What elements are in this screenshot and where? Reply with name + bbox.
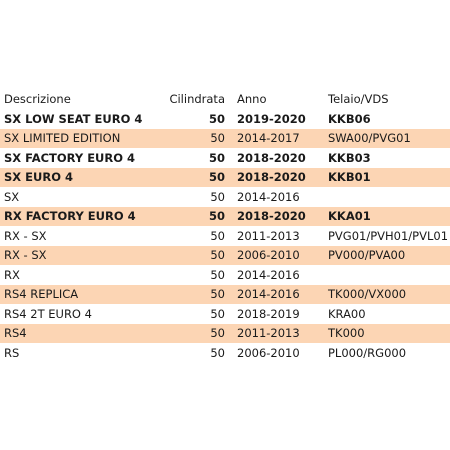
cell-description: RX <box>4 267 20 282</box>
cell-displacement: 50 <box>210 131 225 146</box>
header-displacement: Cilindrata <box>169 91 225 106</box>
cell-year: 2018-2019 <box>237 306 300 321</box>
cell-year: 2019-2020 <box>237 111 306 126</box>
cell-year: 2006-2010 <box>237 248 300 263</box>
cell-description: SX LIMITED EDITION <box>4 131 121 146</box>
cell-displacement: 50 <box>210 345 225 360</box>
table-row: RS 50 2006-2010 PL000/RG000 <box>0 343 450 363</box>
cell-frame-vds: KKB03 <box>328 150 371 165</box>
table-row: RS4 50 2011-2013 TK000 <box>0 323 450 343</box>
cell-year: 2014-2016 <box>237 287 300 302</box>
cell-description: RS4 <box>4 326 27 341</box>
cell-displacement: 50 <box>210 228 225 243</box>
table-row: SX FACTORY EURO 4 50 2018-2020 KKB03 <box>0 148 450 168</box>
table-header: Descrizione Cilindrata Anno Telaio/VDS <box>0 88 450 109</box>
table-row: RX - SX 50 2006-2010 PV000/PVA00 <box>0 245 450 265</box>
cell-frame-vds: SWA00/PVG01 <box>328 131 411 146</box>
cell-frame-vds: KRA00 <box>328 306 366 321</box>
cell-displacement: 50 <box>210 326 225 341</box>
cell-year: 2014-2016 <box>237 189 300 204</box>
cell-year: 2011-2013 <box>237 228 300 243</box>
cell-description: RS <box>4 345 20 360</box>
table-row: RX 50 2014-2016 <box>0 265 450 285</box>
cell-displacement: 50 <box>210 189 225 204</box>
cell-frame-vds: TK000 <box>328 326 365 341</box>
cell-frame-vds: PVG01/PVH01/PVL01 <box>328 228 449 243</box>
cell-year: 2018-2020 <box>237 150 306 165</box>
cell-displacement: 50 <box>208 150 225 165</box>
header-frame-vds: Telaio/VDS <box>328 91 389 106</box>
table-row: SX LOW SEAT EURO 4 50 2019-2020 KKB06 <box>0 109 450 129</box>
table-row: SX LIMITED EDITION 50 2014-2017 SWA00/PVG01 <box>0 128 450 148</box>
cell-description: SX LOW SEAT EURO 4 <box>4 111 143 126</box>
cell-displacement: 50 <box>208 111 225 126</box>
table-row: RS4 2T EURO 4 50 2018-2019 KRA00 <box>0 304 450 324</box>
cell-year: 2006-2010 <box>237 345 300 360</box>
cell-year: 2018-2020 <box>237 209 306 224</box>
cell-description: RX - SX <box>4 228 47 243</box>
cell-year: 2014-2017 <box>237 131 300 146</box>
cell-description: RS4 REPLICA <box>4 287 79 302</box>
table-row: SX EURO 4 50 2018-2020 KKB01 <box>0 167 450 187</box>
cell-displacement: 50 <box>210 267 225 282</box>
cell-description: RS4 2T EURO 4 <box>4 306 92 321</box>
cell-displacement: 50 <box>210 287 225 302</box>
cell-frame-vds: KKB06 <box>328 111 371 126</box>
cell-frame-vds: TK000/VX000 <box>328 287 407 302</box>
cell-description: SX FACTORY EURO 4 <box>4 150 136 165</box>
table-row: RS4 REPLICA 50 2014-2016 TK000/VX000 <box>0 284 450 304</box>
table-row: RX FACTORY EURO 4 50 2018-2020 KKA01 <box>0 206 450 226</box>
cell-displacement: 50 <box>210 306 225 321</box>
table-row: RX - SX 50 2011-2013 PVG01/PVH01/PVL01 <box>0 226 450 246</box>
cell-year: 2011-2013 <box>237 326 300 341</box>
cell-description: RX FACTORY EURO 4 <box>4 209 136 224</box>
cell-year: 2018-2020 <box>237 170 306 185</box>
cell-displacement: 50 <box>210 248 225 263</box>
header-year: Anno <box>237 91 267 106</box>
cell-displacement: 50 <box>208 170 225 185</box>
table-body: SX LOW SEAT EURO 4 50 2019-2020 KKB06 SX LIM… <box>0 109 450 363</box>
compatibility-table: Descrizione Cilindrata Anno Telaio/VDS S… <box>0 88 450 363</box>
cell-frame-vds: KKA01 <box>328 209 371 224</box>
table-row: SX 50 2014-2016 <box>0 187 450 207</box>
cell-frame-vds: KKB01 <box>328 170 371 185</box>
cell-description: SX EURO 4 <box>4 170 73 185</box>
cell-description: RX - SX <box>4 248 47 263</box>
cell-frame-vds: PV000/PVA00 <box>328 248 406 263</box>
cell-displacement: 50 <box>208 209 225 224</box>
cell-frame-vds: PL000/RG000 <box>328 345 407 360</box>
cell-description: SX <box>4 189 20 204</box>
cell-year: 2014-2016 <box>237 267 300 282</box>
header-description: Descrizione <box>4 91 71 106</box>
